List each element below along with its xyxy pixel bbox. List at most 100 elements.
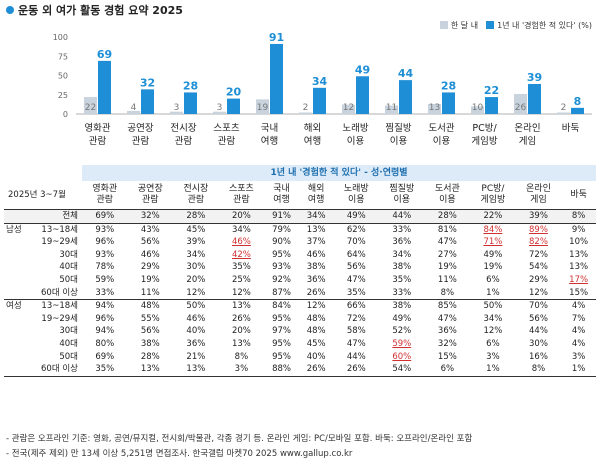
table-band-title: 1년 내 '경험한 적 있다' - 성·연령별	[82, 165, 596, 181]
table-cell-value: 96%	[95, 313, 115, 324]
table-cell: 56%	[128, 236, 174, 249]
table-cell-value: 37%	[306, 237, 326, 248]
table-cell-value: 90%	[272, 237, 291, 248]
table-cell: 47%	[334, 338, 380, 351]
table-cell-value: 47%	[346, 274, 366, 285]
table-cell: 12%	[173, 287, 219, 300]
x-tick-label: 관람	[175, 135, 193, 147]
table-cell-value: 93%	[95, 224, 115, 235]
table-cell-value: 95%	[272, 249, 291, 260]
page-title: 운동 외 여가 활동 경험 요약 2025	[6, 2, 183, 18]
table-cell: 92%	[264, 274, 299, 287]
table-cell: 26%	[299, 287, 334, 300]
table-cell-value: 69%	[95, 211, 115, 221]
table-cell-value: 26%	[231, 313, 251, 324]
table-cell: 48%	[299, 313, 334, 326]
table-cell: 12%	[219, 287, 265, 300]
page-title-text: 운동 외 여가 활동 경험 요약 2025	[18, 4, 183, 17]
bar-month	[385, 105, 398, 114]
table-cell-value: 20%	[186, 274, 206, 285]
table-cell-value: 95%	[272, 351, 291, 362]
table-cell-value: 13%	[569, 262, 589, 273]
table-cell-value: 52%	[392, 326, 412, 337]
table-cell-value: 46%	[306, 249, 326, 260]
bar-ever	[571, 107, 584, 114]
table-group-label	[4, 236, 28, 249]
table-cell-value: 47%	[437, 313, 457, 324]
table-cell-value: 26%	[346, 364, 366, 375]
table-cell-value: 97%	[272, 326, 291, 337]
bar-month	[127, 110, 140, 114]
table-row-label: 19~29세	[41, 313, 78, 324]
title-bullet-icon	[6, 6, 14, 14]
table-group-label	[4, 209, 28, 224]
table-cell: 43%	[127, 222, 174, 237]
table-cell-value: 12%	[483, 326, 503, 337]
x-tick-label: 노래방	[342, 123, 368, 134]
table-cell-value: 3%	[486, 351, 500, 362]
bar-ever	[141, 89, 154, 114]
table-cell-value: 29%	[529, 274, 548, 285]
table-cell: 80%	[82, 338, 128, 351]
table-cell: 39%	[515, 209, 562, 224]
table-cell: 52%	[379, 325, 425, 338]
data-label-ever: 32	[140, 76, 155, 89]
table-cell: 40%	[299, 351, 334, 364]
table-cell-value: 96%	[95, 237, 115, 248]
bar-month	[342, 104, 355, 114]
table-cell: 34%	[379, 249, 425, 262]
footer-note-1: - 관람은 오프라인 기준: 영화, 공연/뮤지컬, 전시회/박물관, 각종 경…	[6, 434, 473, 444]
table-cell: 27%	[425, 249, 471, 262]
table-cell-value: 39%	[529, 211, 548, 221]
table-row: 19~29세 96% 56% 39% 46% 90% 37% 70% 36% 47% 71% 82% 1…	[4, 236, 596, 249]
table-cell: 56%	[516, 313, 562, 326]
bar-ever	[98, 60, 111, 114]
data-label-month: 12	[343, 103, 354, 113]
data-label-month: 11	[386, 103, 397, 113]
table-row-label: 50대	[59, 351, 78, 362]
table-cell-value: 70%	[529, 301, 548, 312]
table-cell: 38%	[299, 261, 334, 274]
bar-ever	[442, 92, 455, 114]
table-cell-value: 46%	[186, 313, 206, 324]
table-cell-value: 36%	[186, 338, 206, 349]
table-column-header-line: 이용	[439, 195, 456, 205]
table-cell-value: 94%	[95, 301, 115, 312]
table-cell-value: 78%	[95, 262, 115, 273]
table-cell-value: 12%	[529, 287, 548, 298]
table-cell: 16%	[516, 351, 562, 364]
table-row-label: 60대 이상	[28, 363, 82, 377]
table-column-header-line: PC방/	[481, 184, 505, 194]
table-cell-value: 72%	[346, 313, 366, 324]
table-cell: 20%	[173, 274, 219, 287]
table-row-label: 40대	[59, 262, 78, 273]
table-cell-value: 30%	[529, 338, 548, 349]
legend-item-month: 한 달 내	[439, 20, 478, 31]
table-column-header-line: 국내	[273, 184, 290, 194]
data-label-ever: 28	[441, 79, 456, 92]
data-label-month: 4	[131, 103, 137, 113]
table-column-header-line: 관람	[142, 195, 159, 205]
table-cell: 1%	[470, 287, 516, 300]
table-cell: 19%	[470, 261, 516, 274]
table-cell-value: 12%	[306, 301, 326, 312]
table-cell-value: 45%	[306, 338, 326, 349]
table-cell: 94%	[82, 299, 128, 313]
table-cell: 71%	[470, 236, 516, 249]
data-label-month: 10	[472, 103, 484, 113]
table-cell-value: 93%	[95, 249, 115, 260]
bar-month	[256, 99, 269, 114]
table-cell: 6%	[470, 274, 516, 287]
table-cell-value: 48%	[140, 301, 160, 312]
table-cell: 66%	[333, 299, 380, 313]
bar-month	[84, 97, 97, 114]
table-cell: 13%	[173, 363, 219, 377]
bar-ever	[227, 98, 240, 114]
table-column-header-line: 바둑	[570, 189, 587, 200]
data-label-month: 22	[85, 103, 96, 113]
table-cell-value: 45%	[186, 224, 206, 235]
table-cell-value: 33%	[392, 224, 412, 235]
table-cell-value: 6%	[440, 364, 455, 375]
table-cell-value: 62%	[346, 224, 366, 235]
table-cell: 13%	[561, 249, 596, 262]
